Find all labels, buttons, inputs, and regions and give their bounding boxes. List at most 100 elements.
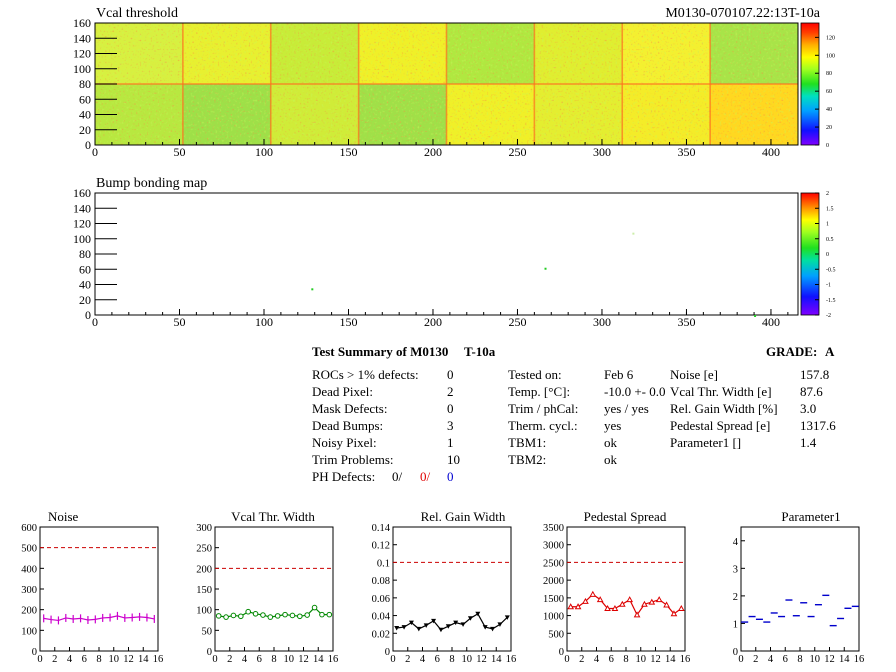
x-tick-label: 200 [424,145,442,159]
defect-label: Dead Pixel: [312,384,374,399]
color-scale [801,193,819,315]
y-tick-label: 4 [733,537,739,548]
x-tick-label: 10 [284,654,295,665]
plot-title: Rel. Gain Width [421,509,506,524]
data-point [626,596,634,603]
plot-frame [214,526,334,652]
dead-bump [632,232,635,235]
x-tick-label: 16 [328,654,339,665]
plot-title: Vcal Thr. Width [231,509,315,524]
data-point [618,600,626,607]
color-tick-label: -1 [826,283,831,289]
defect-value: 2 [447,384,454,399]
data-point [633,611,641,618]
data-point [482,625,488,630]
y-tick-label: 60 [79,262,91,276]
series-line [396,612,508,631]
x-tick-label: 0 [564,654,569,665]
map-title: Bump bonding map [96,176,207,191]
y-tick-label: 300 [196,523,212,534]
result-value: 3.0 [800,401,817,416]
y-tick-label: 0 [32,647,37,658]
color-tick-label: -0.5 [826,267,836,273]
y-tick-label: 2500 [543,558,564,569]
y-tick-label: 600 [21,523,37,534]
series-line [218,606,330,618]
data-point [574,603,582,610]
data-point [460,622,466,627]
grade-label: GRADE: [766,344,818,359]
data-point [663,601,670,608]
x-tick-label: 16 [680,654,691,665]
y-tick-label: 50 [202,626,213,637]
x-tick-label: 200 [424,315,442,329]
data-point [582,597,589,604]
x-tick-label: 6 [435,654,440,665]
dead-bump [544,267,547,270]
x-tick-label: 300 [593,315,611,329]
x-tick-label: 16 [506,654,517,665]
x-tick-label: 14 [138,654,149,665]
result-value: 1.4 [800,435,817,450]
y-tick-label: 80 [79,247,91,261]
data-point [453,620,459,626]
x-tick-label: 400 [762,145,780,159]
data-point [326,611,333,618]
x-tick-label: 14 [839,654,850,665]
result-label: Pedestal Spread [e] [670,418,771,433]
y-tick-label: 120 [73,47,91,61]
condition-value: -10.0 +- 0.0 [604,384,666,399]
data-point [596,596,604,603]
y-tick-label: 0 [85,308,91,322]
data-point [282,611,288,618]
defect-value: 0 [447,367,454,382]
x-tick-label: 10 [462,654,473,665]
color-tick-label: 60 [826,89,832,95]
data-point [260,612,266,618]
ph-defects-value-3: 0 [447,469,454,484]
y-tick-label: 3 [733,564,738,575]
x-tick-label: 150 [339,315,357,329]
condition-label: Trim / phCal: [508,401,579,416]
plot-frame [392,526,512,652]
defect-value: 3 [447,418,454,433]
y-tick-label: 200 [196,564,212,575]
y-tick-label: 400 [21,564,37,575]
y-tick-label: 150 [196,585,212,596]
x-tick-label: 6 [609,654,614,665]
defect-value: 0 [447,401,454,416]
x-tick-label: 100 [255,145,273,159]
y-tick-label: 0.14 [372,523,391,534]
defect-value: 10 [447,452,460,467]
x-tick-label: 400 [762,315,780,329]
y-tick-label: 1000 [543,612,564,623]
x-tick-label: 6 [257,654,262,665]
y-tick-label: 500 [21,544,37,555]
bump-bonding-map: 0 50 100 150 200 250 300 350 4000204060801001201… [73,176,836,329]
data-point [475,611,481,617]
color-tick-label: 1 [826,222,829,228]
y-tick-label: 0.12 [372,541,390,552]
data-point [490,626,496,632]
y-tick-label: 60 [79,92,91,106]
test-summary: Test Summary of M0130 T-10a GRADE: A ROC… [312,342,852,492]
y-tick-label: 20 [79,293,91,307]
data-point [267,614,274,620]
plot-title: Parameter1 [781,509,840,524]
y-tick-label: 140 [73,31,91,45]
data-point [245,608,251,615]
y-tick-label: 140 [73,201,91,215]
x-tick-label: 14 [313,654,324,665]
x-tick-label: 350 [677,315,695,329]
condition-label: TBM2: [508,452,547,467]
y-tick-label: 1 [733,619,738,630]
y-tick-label: 0 [207,647,212,658]
x-tick-label: 6 [783,654,788,665]
vcal-threshold-map: 0 50 100 150 200 250 300 350 4000204060801001201… [73,6,835,159]
x-tick-label: 8 [96,654,101,665]
defect-label: Mask Defects: [312,401,388,416]
series-line [43,615,155,622]
result-label: Vcal Thr. Width [e] [670,384,772,399]
